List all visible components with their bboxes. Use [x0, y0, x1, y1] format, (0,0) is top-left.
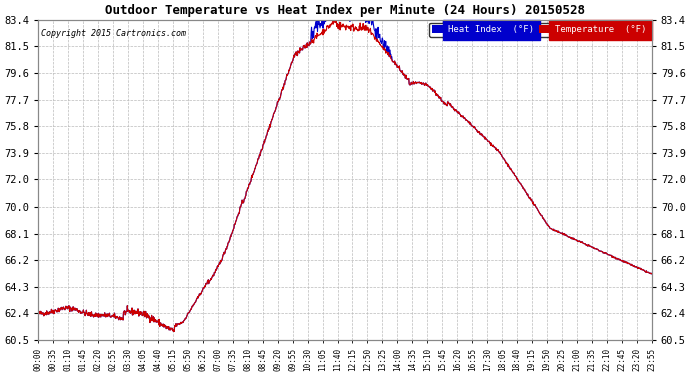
Text: Copyright 2015 Cartronics.com: Copyright 2015 Cartronics.com — [41, 29, 186, 38]
Title: Outdoor Temperature vs Heat Index per Minute (24 Hours) 20150528: Outdoor Temperature vs Heat Index per Mi… — [105, 4, 585, 17]
Legend: Heat Index  (°F), Temperature  (°F): Heat Index (°F), Temperature (°F) — [429, 22, 649, 37]
